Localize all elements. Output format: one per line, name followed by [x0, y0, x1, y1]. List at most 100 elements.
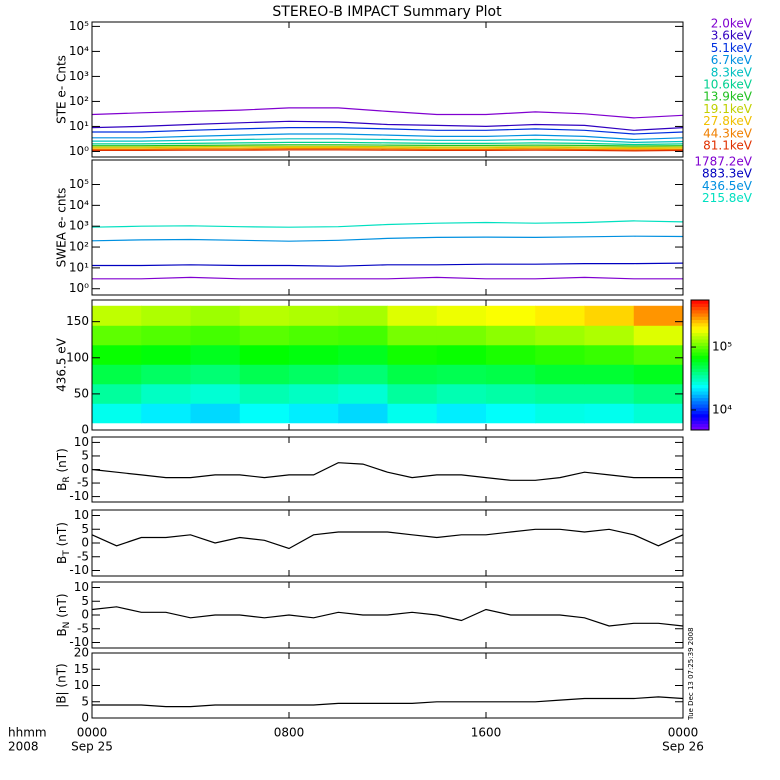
data-line — [91, 120, 684, 131]
data-line — [92, 262, 684, 267]
heatmap-cell — [190, 383, 241, 404]
heatmap-cell — [436, 364, 487, 385]
y-tick-label: 10² — [69, 94, 89, 108]
heatmap-cell — [92, 364, 142, 385]
colorbar-step — [691, 358, 709, 363]
timestamp: Tue Dec 13 07:25:39 2008 — [687, 627, 695, 721]
colorbar-step — [691, 394, 709, 398]
colorbar-step — [691, 420, 709, 424]
heatmap-cell — [436, 344, 487, 365]
heatmap-cell — [633, 364, 684, 385]
colorbar-step — [691, 417, 709, 421]
legend-entry: 2.0keV — [711, 17, 753, 31]
colorbar-step — [691, 391, 709, 395]
colorbar-step — [691, 361, 709, 366]
data-line — [91, 107, 684, 119]
colorbar-step — [691, 345, 709, 350]
colorbar-step — [691, 407, 709, 411]
data-line — [91, 528, 684, 550]
legend-entry: 436.5eV — [702, 179, 753, 193]
colorbar-step — [691, 306, 709, 311]
legend-entry: 6.7keV — [711, 53, 753, 67]
y-tick-label: 50 — [74, 386, 89, 400]
heatmap-cell — [436, 383, 487, 404]
heatmap-cell — [387, 403, 438, 424]
colorbar-step — [691, 319, 709, 324]
heatmap-cell — [436, 305, 487, 326]
heatmap-cell — [289, 344, 339, 365]
heatmap-cell — [633, 344, 684, 365]
heatmap-cell — [338, 403, 388, 424]
heatmap-cell — [486, 403, 536, 424]
heatmap-cell — [239, 364, 290, 385]
colorbar-step — [691, 374, 709, 379]
colorbar-frame — [690, 299, 710, 431]
heatmap-cell — [289, 305, 339, 326]
y-axis-label: BR (nT) — [55, 448, 72, 491]
heatmap-cell — [387, 383, 438, 404]
heatmap-cell — [338, 325, 388, 346]
y-tick-label: 150 — [66, 314, 89, 328]
heatmap-cell — [387, 364, 438, 385]
colorbar-step — [691, 332, 709, 337]
y-tick-label: 10 — [74, 678, 89, 692]
panel-frame — [91, 652, 684, 719]
heatmap-cell — [535, 325, 585, 346]
legend-entry: 44.3keV — [703, 126, 753, 140]
data-line — [92, 138, 684, 144]
heatmap-cell — [584, 364, 635, 385]
y-tick-label: -5 — [77, 549, 89, 563]
legend-entry: 215.8eV — [702, 191, 753, 205]
y-tick-label: -10 — [69, 563, 89, 577]
data-line — [92, 149, 684, 152]
y-tick-label: 20 — [74, 646, 89, 660]
data-line — [91, 606, 684, 627]
heatmap-cell — [338, 305, 388, 326]
heatmap-cell — [338, 383, 388, 404]
x-axis-label: hhmm — [8, 726, 47, 740]
heatmap-cell — [535, 403, 585, 424]
heatmap-cell — [239, 383, 290, 404]
heatmap-cell — [92, 403, 142, 424]
colorbar-step — [691, 300, 709, 304]
colorbar-step — [691, 381, 709, 385]
y-label-sub: N — [62, 622, 72, 629]
heatmap-cell — [338, 364, 388, 385]
y-label-unit: (nT) — [55, 448, 69, 476]
heatmap-cell — [535, 383, 585, 404]
heatmap-cell — [436, 403, 487, 424]
colorbar-step — [691, 371, 709, 376]
heatmap-cell — [190, 403, 241, 424]
y-tick-label: 100 — [66, 350, 89, 364]
x-tick-label: 0000 — [77, 726, 108, 740]
heatmap-cell — [239, 325, 290, 346]
y-tick-label: 5 — [81, 594, 89, 608]
y-label-base: B — [55, 556, 69, 564]
heatmap-cell — [239, 344, 290, 365]
heatmap-cell — [584, 344, 635, 365]
y-tick-label: -5 — [77, 621, 89, 635]
heatmap-cell — [535, 364, 585, 385]
data-line — [92, 146, 684, 150]
colorbar-step — [691, 348, 709, 353]
heatmap-cell — [584, 305, 635, 326]
y-axis-label: STE e- Cnts — [55, 55, 69, 124]
y-axis-label: BT (nT) — [55, 522, 72, 564]
colorbar-step — [691, 313, 709, 317]
y-tick-label: 0 — [81, 711, 89, 725]
chart-title: STEREO-B IMPACT Summary Plot — [272, 4, 502, 20]
colorbar-step — [691, 397, 709, 402]
data-line — [91, 220, 684, 228]
heatmap-cell — [486, 325, 536, 346]
colorbar-step — [691, 365, 709, 369]
y-tick-label: 10⁴ — [69, 44, 89, 58]
heatmap-cell — [141, 383, 191, 404]
heatmap-cell — [190, 364, 241, 385]
data-line — [92, 148, 684, 151]
heatmap-cell — [633, 305, 684, 326]
x-axis-label-year: 2008 — [8, 740, 39, 754]
heatmap-cell — [486, 383, 536, 404]
y-axis-label: SWEA e- cnts — [55, 188, 69, 268]
y-tick-label: 10¹ — [69, 260, 89, 274]
heatmap-cell — [436, 325, 487, 346]
